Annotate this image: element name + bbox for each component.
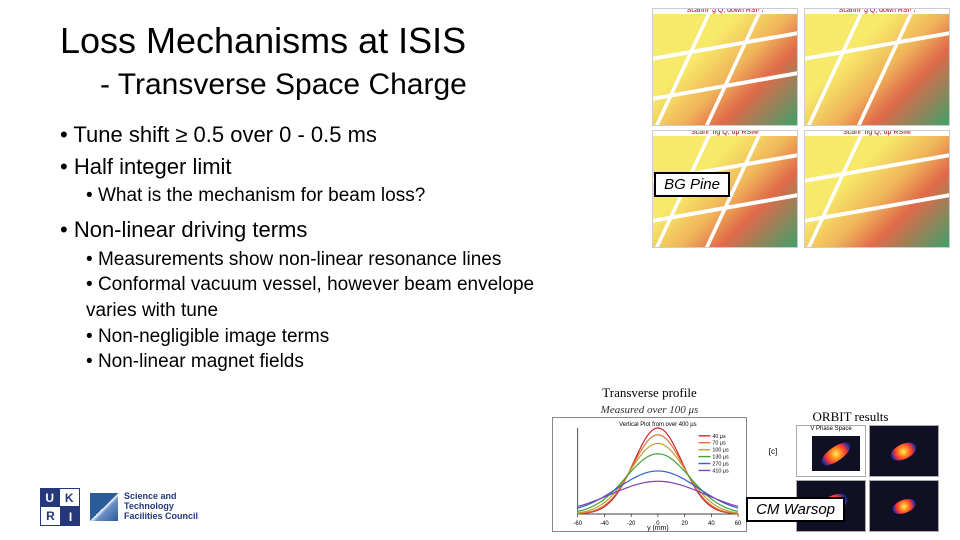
heatmap-2: Scanning Q, down RSIM [804, 8, 950, 126]
svg-text:40: 40 [708, 521, 715, 527]
logo-area: UK RI Science and Technology Facilities … [40, 488, 198, 526]
svg-text:270 μs: 270 μs [712, 462, 729, 468]
bullet-measurements: Measurements show non-linear resonance l… [86, 247, 566, 273]
bullet-conformal: Conformal vacuum vessel, however beam en… [86, 272, 566, 323]
ukri-logo: UK RI [40, 488, 80, 526]
orbit-phase-title: V Phase Space [810, 426, 851, 432]
svg-text:100 μs: 100 μs [712, 448, 729, 454]
profile-caption: Transverse profile [602, 385, 696, 400]
svg-text:70 μs: 70 μs [712, 441, 726, 447]
attribution-bg-pine: BG Pine [654, 172, 730, 197]
attribution-cm-warsop: CM Warsop [746, 497, 845, 522]
svg-text:20: 20 [681, 521, 688, 527]
svg-text:410 μs: 410 μs [712, 468, 729, 474]
heatmap-2-title: Scanning Q, down RSIM [805, 8, 949, 14]
svg-text:-20: -20 [627, 521, 636, 527]
transverse-profile-figure: Transverse profile Measured over 100 μs … [552, 385, 747, 532]
orbit-blob-tr [869, 425, 939, 477]
heatmap-4-title: Scanning Q, up RSIM [805, 130, 949, 136]
bullet-magnet-fields: Non-linear magnet fields [86, 349, 566, 375]
slide: Loss Mechanisms at ISIS - Transverse Spa… [0, 0, 960, 540]
heatmap-1: Scanning Q, down RSIM [652, 8, 798, 126]
orbit-blob-br [869, 480, 939, 532]
svg-text:130 μs: 130 μs [712, 455, 729, 461]
svg-text:Vertical Plot from over 400 μs: Vertical Plot from over 400 μs [619, 422, 697, 428]
orbit-label-tl: [c] [753, 425, 793, 477]
orbit-phase-1: V Phase Space [796, 425, 866, 477]
bullet-image-terms: Non-negligible image terms [86, 324, 566, 350]
svg-text:y (mm): y (mm) [647, 525, 668, 532]
profile-svg: -60-40-200204060y (mm)Vertical Plot from… [553, 418, 746, 532]
orbit-caption: ORBIT results [813, 409, 889, 424]
svg-text:-40: -40 [600, 521, 609, 527]
svg-text:40 μs: 40 μs [712, 434, 726, 440]
heatmap-3-title: Scanning Q, up RSIM [653, 130, 797, 136]
heatmap-grid: Scanning Q, down RSIM Scanning Q, down R… [652, 8, 952, 248]
svg-text:60: 60 [735, 521, 742, 527]
stfc-mark-icon [90, 493, 118, 521]
stfc-logo: Science and Technology Facilities Counci… [90, 492, 198, 522]
profile-subcaption: Measured over 100 μs [601, 404, 699, 416]
heatmap-1-title: Scanning Q, down RSIM [653, 8, 797, 14]
stfc-line3: Facilities Council [124, 512, 198, 522]
svg-text:-60: -60 [573, 521, 582, 527]
heatmap-4: Scanning Q, up RSIM [804, 130, 950, 248]
profile-chart: -60-40-200204060y (mm)Vertical Plot from… [552, 417, 747, 532]
